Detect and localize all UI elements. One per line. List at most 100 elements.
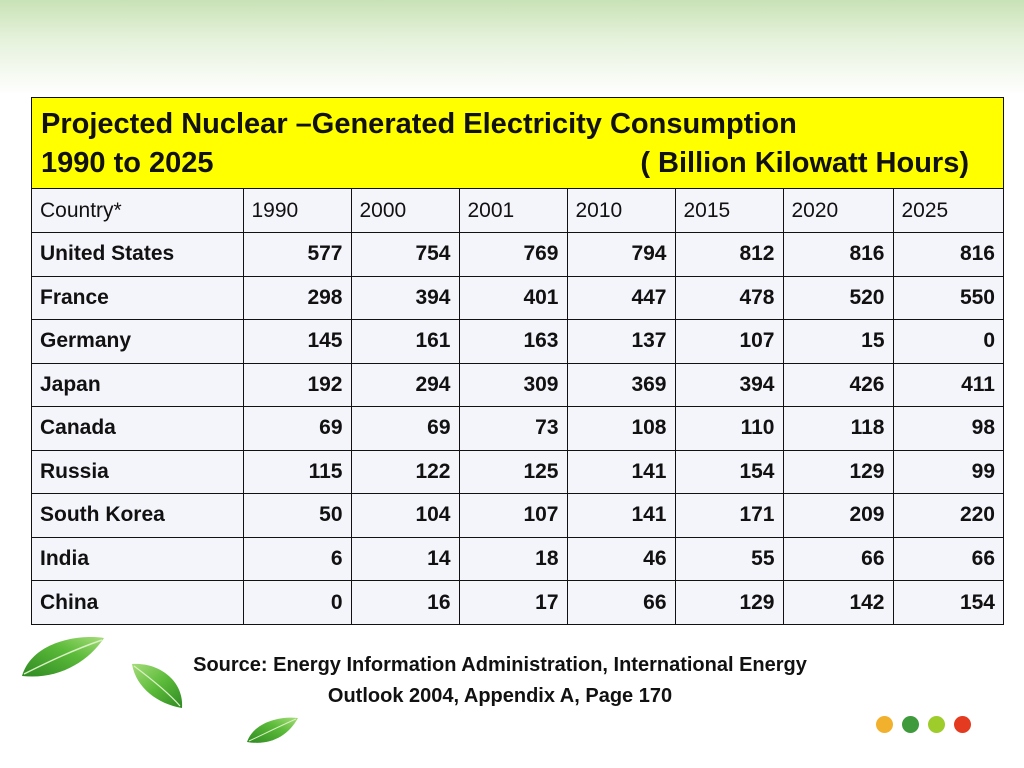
value-cell: 108: [567, 406, 676, 451]
table-title-box: Projected Nuclear –Generated Electricity…: [32, 98, 1003, 189]
value-cell: 122: [351, 450, 460, 494]
value-cell: 145: [243, 319, 352, 364]
table-row: China 0 16 17 66 129 142 154: [32, 580, 1003, 624]
column-header-year: 2025: [893, 189, 1003, 233]
value-cell: 46: [567, 537, 676, 581]
decorative-dot: [902, 716, 919, 733]
value-cell: 812: [675, 232, 784, 277]
table-units: ( Billion Kilowatt Hours): [640, 147, 969, 179]
decorative-dot: [928, 716, 945, 733]
value-cell: 411: [893, 363, 1003, 407]
value-cell: 394: [675, 363, 784, 407]
value-cell: 171: [675, 493, 784, 538]
value-cell: 16: [351, 580, 460, 624]
value-cell: 294: [351, 363, 460, 407]
value-cell: 141: [567, 450, 676, 494]
value-cell: 769: [459, 232, 568, 277]
column-header-year: 1990: [243, 189, 352, 233]
value-cell: 298: [243, 276, 352, 320]
value-cell: 6: [243, 537, 352, 581]
value-cell: 107: [675, 319, 784, 364]
country-cell: Japan: [32, 363, 244, 407]
value-cell: 107: [459, 493, 568, 538]
table-row: France 298 394 401 447 478 520 550: [32, 276, 1003, 320]
source-line-1: Source: Energy Information Administratio…: [193, 654, 807, 676]
value-cell: 369: [567, 363, 676, 407]
table-row: Germany 145 161 163 137 107 15 0: [32, 319, 1003, 364]
value-cell: 115: [243, 450, 352, 494]
source-line-2: Outlook 2004, Appendix A, Page 170: [327, 685, 673, 707]
value-cell: 394: [351, 276, 460, 320]
table-row: South Korea 50 104 107 141 171 209 220: [32, 493, 1003, 538]
value-cell: 447: [567, 276, 676, 320]
value-cell: 426: [783, 363, 894, 407]
value-cell: 69: [243, 406, 352, 451]
value-cell: 550: [893, 276, 1003, 320]
column-header-year: 2020: [783, 189, 894, 233]
table-subtitle-years: 1990 to 2025: [41, 147, 214, 179]
country-cell: Russia: [32, 450, 244, 494]
leaf-icon: [22, 637, 104, 677]
value-cell: 0: [893, 319, 1003, 364]
column-header-year: 2015: [675, 189, 784, 233]
table-row: Japan 192 294 309 369 394 426 411: [32, 363, 1003, 407]
value-cell: 17: [459, 580, 568, 624]
value-cell: 99: [893, 450, 1003, 494]
table-header-row: Country* 1990 2000 2001 2010 2015 2020 2025: [32, 189, 1003, 233]
table-row: Canada 69 69 73 108 110 118 98: [32, 406, 1003, 451]
column-header-year: 2001: [459, 189, 568, 233]
table-title: Projected Nuclear –Generated Electricity…: [41, 108, 797, 140]
data-table-container: Projected Nuclear –Generated Electricity…: [31, 97, 1004, 625]
country-cell: South Korea: [32, 493, 244, 538]
value-cell: 15: [783, 319, 894, 364]
value-cell: 163: [459, 319, 568, 364]
value-cell: 154: [893, 580, 1003, 624]
value-cell: 794: [567, 232, 676, 277]
value-cell: 66: [567, 580, 676, 624]
value-cell: 754: [351, 232, 460, 277]
value-cell: 69: [351, 406, 460, 451]
value-cell: 50: [243, 493, 352, 538]
value-cell: 154: [675, 450, 784, 494]
consumption-table: Country* 1990 2000 2001 2010 2015 2020 2025 Unit…: [32, 189, 1003, 624]
source-citation: Source: Energy Information Administratio…: [100, 650, 900, 712]
table-row: United States 577 754 769 794 812 816 816: [32, 232, 1003, 277]
value-cell: 73: [459, 406, 568, 451]
value-cell: 209: [783, 493, 894, 538]
column-header-year: 2010: [567, 189, 676, 233]
country-cell: India: [32, 537, 244, 581]
table-row: India 6 14 18 46 55 66 66: [32, 537, 1003, 581]
country-cell: Canada: [32, 406, 244, 451]
value-cell: 309: [459, 363, 568, 407]
decorative-dots: [876, 716, 971, 733]
country-cell: United States: [32, 232, 244, 277]
value-cell: 129: [783, 450, 894, 494]
value-cell: 14: [351, 537, 460, 581]
value-cell: 161: [351, 319, 460, 364]
value-cell: 110: [675, 406, 784, 451]
value-cell: 141: [567, 493, 676, 538]
value-cell: 0: [243, 580, 352, 624]
value-cell: 66: [893, 537, 1003, 581]
value-cell: 104: [351, 493, 460, 538]
leaf-icon: [247, 717, 298, 743]
value-cell: 220: [893, 493, 1003, 538]
value-cell: 142: [783, 580, 894, 624]
country-cell: China: [32, 580, 244, 624]
leaf-icon: [132, 663, 183, 708]
value-cell: 816: [893, 232, 1003, 277]
column-header-year: 2000: [351, 189, 460, 233]
value-cell: 18: [459, 537, 568, 581]
value-cell: 55: [675, 537, 784, 581]
value-cell: 192: [243, 363, 352, 407]
decorative-dot: [876, 716, 893, 733]
value-cell: 118: [783, 406, 894, 451]
value-cell: 816: [783, 232, 894, 277]
value-cell: 577: [243, 232, 352, 277]
value-cell: 66: [783, 537, 894, 581]
value-cell: 478: [675, 276, 784, 320]
decorative-dot: [954, 716, 971, 733]
country-cell: Germany: [32, 319, 244, 364]
value-cell: 98: [893, 406, 1003, 451]
value-cell: 520: [783, 276, 894, 320]
